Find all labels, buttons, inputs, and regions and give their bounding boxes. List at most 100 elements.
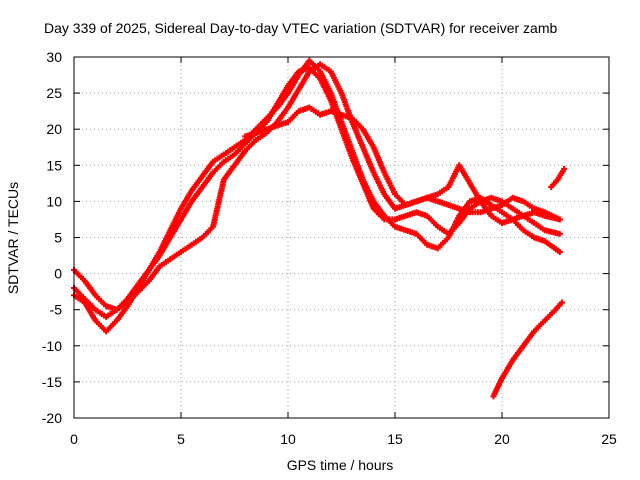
y-axis-label: SDTVAR / TECUs [5,182,21,294]
series-trace [94,308,107,319]
series-trace [212,152,225,164]
series-trace [384,216,396,223]
series-trace [72,268,86,282]
series-trace [244,138,258,153]
series-trace [147,265,162,282]
y-tick-label: 25 [46,85,62,101]
series-trace [360,182,376,210]
series-trace [318,77,333,102]
y-tick-label: 0 [54,266,62,282]
series-trace [543,308,557,322]
y-tick-label: 10 [46,193,62,209]
series-trace [125,283,140,301]
data-point [561,165,568,172]
series-trace [522,199,535,211]
series-trace [350,157,365,185]
series-trace [511,344,526,362]
y-axis-tick-labels: -20 -15 -10 -5 0 5 10 15 20 25 30 [42,49,62,426]
series-trace [469,209,481,216]
series-trace [180,243,193,254]
series-trace [104,319,118,333]
series-trace [308,62,321,73]
series-trace [543,210,561,222]
series-trace [436,236,450,250]
series-trace [255,131,268,142]
series-trace [147,254,162,272]
x-tick-label: 10 [280,431,296,447]
series-trace [436,225,450,236]
series-trace [222,152,236,164]
series-trace [501,196,514,207]
x-axis-label: GPS time / hours [287,457,394,473]
series-trace [468,182,483,203]
series-trace [500,359,515,380]
series-trace [168,207,183,232]
x-tick-label: 0 [70,431,78,447]
series-trace [360,146,376,174]
series-trace [115,304,130,322]
series-trace [179,200,194,221]
series-trace [115,300,129,312]
series-trace [447,221,461,236]
series-trace [469,199,482,211]
y-tick-label: 30 [46,49,62,65]
series-trace [328,70,344,94]
series-trace [532,319,546,333]
y-tick-label: 15 [46,157,62,173]
y-tick-label: -15 [42,374,62,390]
series-trace [393,193,407,207]
series-trace [201,225,215,239]
series-trace [200,160,215,178]
series-trace [275,84,290,105]
series-trace [169,250,182,261]
series-trace [210,179,227,228]
series-trace [339,128,355,159]
series-trace [415,232,429,246]
x-tick-label: 5 [177,431,185,447]
grid-lines [74,57,609,418]
plot-frame [73,56,610,419]
series-trace [83,279,98,297]
series-trace [157,236,173,257]
series-trace [351,117,365,131]
data-point [556,230,563,237]
series-trace [222,164,237,181]
series-trace [371,146,387,174]
series-trace [264,102,280,123]
series-trace [371,171,387,195]
data-point [558,299,565,306]
y-tick-label: 20 [46,121,62,137]
data-point [556,216,563,223]
series-trace [372,207,386,221]
series-trace [94,294,108,308]
series-4 [242,104,563,223]
series-trace [319,62,332,73]
series-trace [436,185,450,196]
series-trace [318,70,333,94]
y-tick-label: -5 [50,302,63,318]
x-tick-label: 25 [601,431,617,447]
series-5 [490,299,565,400]
series-trace [371,200,386,217]
series-trace [275,106,290,124]
series-trace [158,257,172,268]
series-trace [82,301,98,322]
series-trace [382,171,397,195]
y-tick-label: -10 [42,338,62,354]
series-trace [136,268,151,286]
series-trace [554,301,564,311]
series-trace [232,149,247,167]
data-point [556,248,563,255]
series-trace [72,286,86,301]
series-trace [73,293,86,304]
series-trace [286,88,301,109]
series-trace [361,128,376,149]
series-trace [137,279,151,293]
chart-title: Day 339 of 2025, Sidereal Day-to-day VTE… [44,20,557,36]
series-trace [233,138,247,149]
series-trace [490,214,503,225]
series-trace [233,142,247,156]
series-trace [179,189,194,210]
x-tick-label: 20 [494,431,510,447]
series-trace [190,235,204,247]
